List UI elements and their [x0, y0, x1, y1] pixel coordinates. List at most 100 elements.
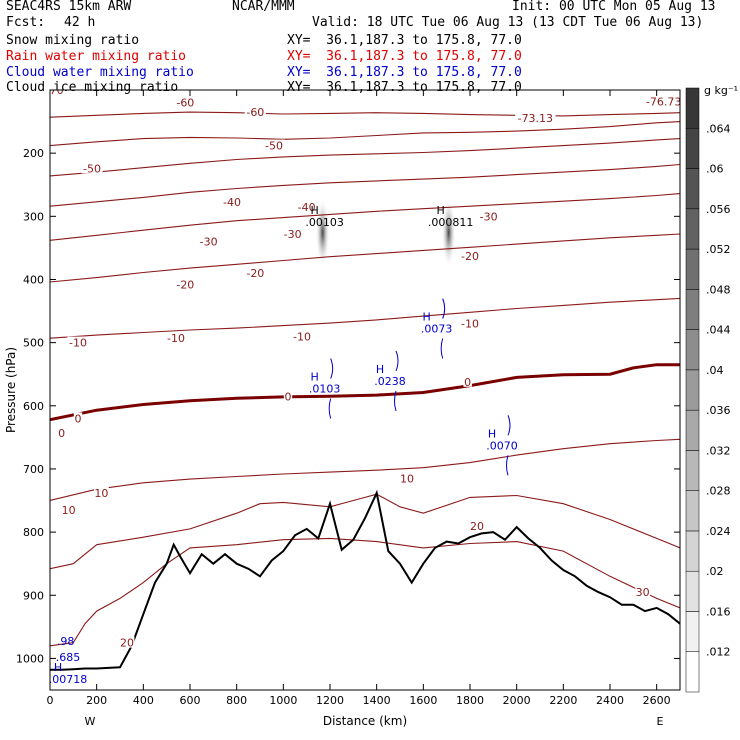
x-tick-label-1800: 1800	[456, 694, 484, 707]
x-tick-label-2200: 2200	[549, 694, 577, 707]
x-tick-label-1400: 1400	[363, 694, 391, 707]
isotherm-label-bg-12	[459, 250, 481, 262]
valid-time: Valid: 18 UTC Tue 06 Aug 13 (13 CDT Tue …	[312, 15, 704, 30]
max-value-4: .0103	[309, 383, 341, 396]
field-name-snow: Snow mixing ratio	[6, 33, 140, 48]
colorbar-label-4: .028	[706, 485, 731, 498]
isotherm--50	[50, 138, 680, 177]
max-value-5: .0070	[486, 439, 518, 452]
isotherm-label-14: -10	[167, 332, 185, 345]
colorbar-label-6: .036	[706, 404, 731, 417]
isotherm-label-bg-19	[283, 390, 293, 402]
isotherm-label-bg-14	[165, 332, 187, 344]
isotherm-label-bg-21	[61, 504, 77, 515]
x-tick-label-400: 400	[133, 694, 154, 707]
x-tick-label-2400: 2400	[596, 694, 624, 707]
isotherm--20	[50, 233, 680, 283]
isotherm-label-bg-2	[244, 106, 266, 118]
isotherm-label-bg-18	[73, 412, 83, 424]
isotherm-label-2: -60	[246, 106, 264, 119]
y-tick-label-200: 200	[23, 147, 44, 160]
isotherm-label-bg-7	[198, 235, 220, 247]
colorbar-label-2: .02	[706, 565, 724, 578]
max-value-1: .000811	[428, 216, 474, 229]
colorbar-label-7: .04	[706, 364, 724, 377]
isotherm-label-19: 0	[285, 390, 292, 403]
x-tick-label-800: 800	[226, 694, 247, 707]
center-name: NCAR/MMM	[232, 0, 295, 14]
isotherm-label-bg-6	[296, 200, 318, 212]
model-name: SEAC4RS 15km ARW	[6, 0, 132, 14]
colorbar-box-9	[685, 289, 700, 330]
max-value-0: .00103	[305, 216, 344, 229]
colorbar-label-8: .044	[706, 324, 731, 337]
colorbar-box-3	[685, 530, 700, 572]
colorbar-label-1: .016	[706, 605, 731, 618]
x-tick-label-200: 200	[86, 694, 107, 707]
isotherm-label-22: 10	[94, 487, 108, 500]
colorbar-box-0	[685, 651, 700, 693]
isotherm-label-bg-8	[282, 228, 304, 239]
y-tick-label-300: 300	[23, 210, 44, 223]
isotherm-label-bg-5	[221, 195, 243, 207]
colorbar-box-8	[685, 329, 700, 371]
max-value-8: .00718	[49, 673, 88, 686]
isotherm-label-bg-22	[93, 486, 109, 498]
isotherm-label-26: 30	[636, 586, 650, 599]
max-letter-5: H	[488, 427, 496, 440]
isotherm-label-13: -10	[69, 337, 87, 350]
max-letter-3: H	[376, 363, 384, 376]
colorbar-box-7	[685, 369, 700, 411]
isotherm-label-3: -50	[83, 162, 101, 175]
isotherm-label-bg-20	[463, 375, 472, 387]
x-tick-label-1600: 1600	[409, 694, 437, 707]
field-name-cloud-water: Cloud water mixing ratio	[6, 65, 194, 80]
isotherm-label-28: -76.73	[646, 95, 681, 108]
isotherm-label-bg-27	[515, 111, 556, 123]
colorbar-label-11: .056	[706, 203, 731, 216]
isotherm-0	[50, 363, 680, 422]
isotherm-label-12: -20	[461, 250, 479, 263]
max-value-6: .98	[57, 635, 75, 648]
isotherm-label-18: 0	[75, 412, 82, 425]
colorbar-box-4	[685, 490, 700, 532]
y-tick-label-700: 700	[23, 463, 44, 476]
cloud-water-contour-3	[506, 415, 511, 476]
colorbar-box-6	[685, 409, 700, 451]
colorbar-box-13	[685, 128, 700, 169]
colorbar-label-3: .024	[706, 525, 731, 538]
field-xy-snow: XY= 36.1,187.3 to 175.8, 77.0	[287, 33, 522, 48]
y-tick-label-900: 900	[23, 589, 44, 602]
forecast-hour: 42 h	[64, 15, 96, 30]
isotherm--30	[50, 193, 680, 241]
isotherm-label-15: -10	[293, 330, 311, 343]
colorbar-box-12	[685, 168, 700, 210]
init-time: Init: 00 UTC Mon 05 Aug 13	[512, 0, 716, 14]
isotherm-30	[50, 537, 680, 647]
field-name-cloud-ice: Cloud ice mixing ratio	[6, 80, 179, 95]
isotherm-label-bg-24	[469, 519, 485, 531]
colorbar-box-2	[685, 570, 700, 612]
isotherm-label-7: -30	[200, 236, 218, 249]
field-xy-cloud-ice: XY= 36.1,187.3 to 175.8, 77.0	[287, 80, 522, 95]
isotherm--40	[50, 163, 680, 207]
isotherm-group: -70 -60 -60 -50 -50 -40 -40 -30 -30 -30 -20 -20 -20 -…	[49, 90, 681, 686]
isotherm-label-bg-13	[67, 336, 89, 348]
isotherm--60	[50, 121, 680, 147]
isotherm-label-bg-11	[244, 267, 266, 279]
isotherm-label-20: 0	[464, 376, 471, 389]
colorbar-box-1	[685, 611, 700, 652]
isotherm-label-5: -40	[223, 196, 241, 209]
isotherm-label-16: -10	[461, 318, 479, 331]
isotherm-label-11: -20	[246, 267, 264, 280]
isotherm-label-bg-17	[57, 426, 66, 438]
isotherm-label-4: -50	[265, 140, 283, 153]
y-tick-label-800: 800	[23, 526, 44, 539]
x-end-label-east: E	[657, 715, 664, 728]
isotherm-label-17: 0	[58, 427, 65, 440]
colorbar-box-10	[685, 248, 700, 290]
y-tick-label-1000: 1000	[16, 652, 44, 665]
cloud-ice-shading-1	[441, 197, 456, 268]
isotherm-label-bg-9	[478, 210, 500, 222]
